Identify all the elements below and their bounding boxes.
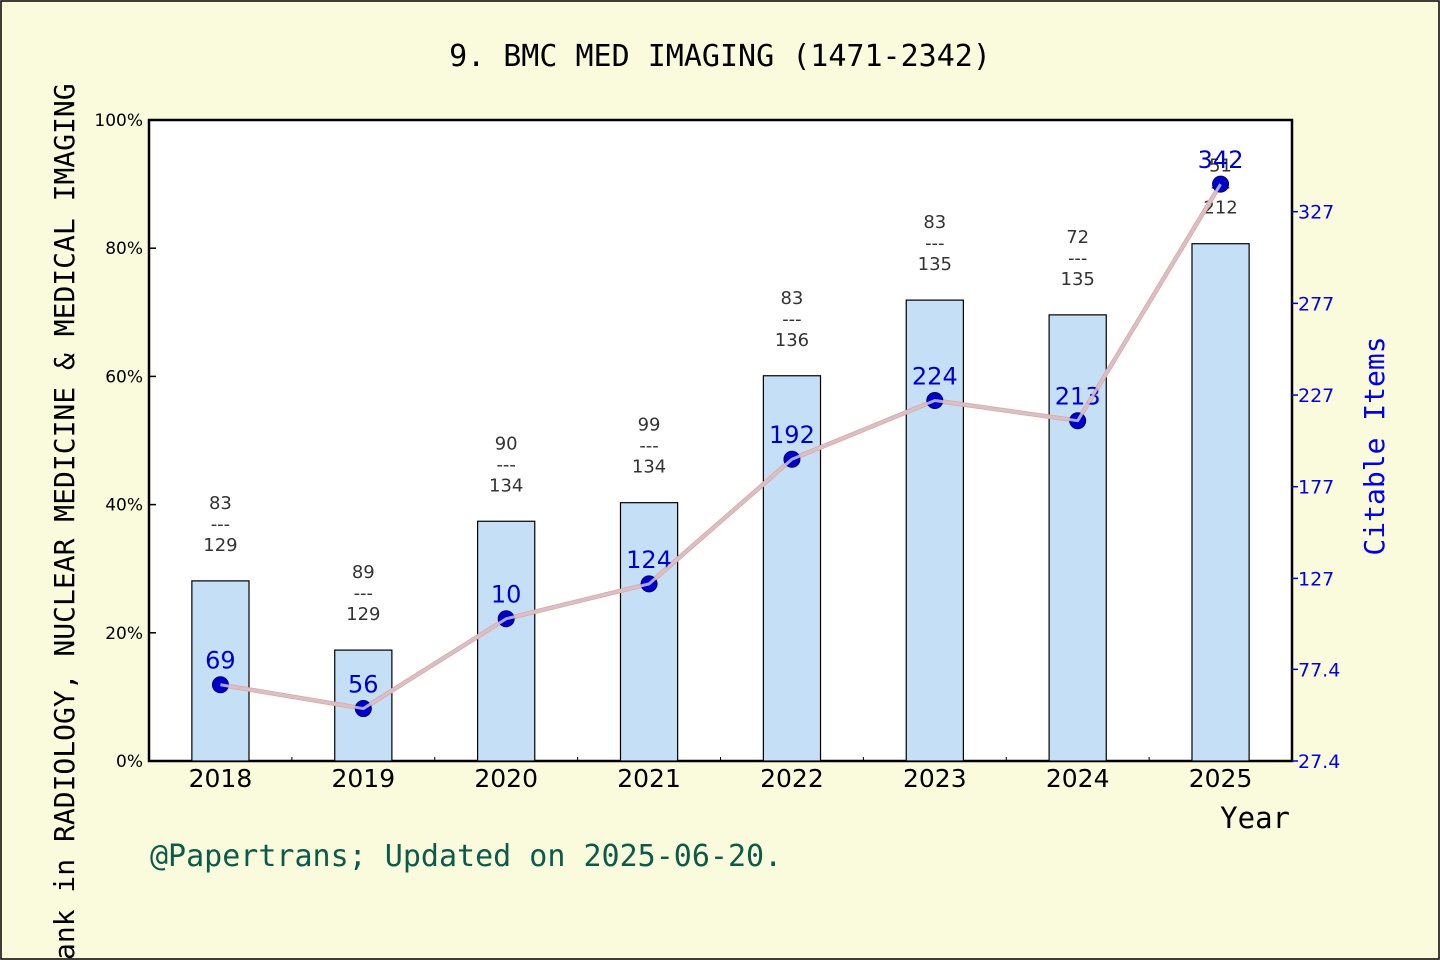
rank-numerator: 72 — [1066, 227, 1089, 248]
rank-numerator: 83 — [209, 493, 232, 514]
bar — [1191, 243, 1250, 762]
right-tick-label: 227 — [1298, 385, 1334, 407]
right-tick-label: 77.4 — [1298, 659, 1340, 681]
rank-denominator: 134 — [632, 457, 666, 478]
x-tick-label: 2019 — [332, 764, 396, 793]
left-tick-label: 40% — [105, 496, 143, 516]
x-tick-label: 2023 — [903, 764, 967, 793]
bar — [762, 375, 822, 762]
footer-credit: @Papertrans; Updated on 2025-06-20. — [150, 839, 782, 874]
right-tick-label: 277 — [1298, 293, 1334, 315]
rank-denominator: 134 — [489, 475, 523, 496]
rank-fraction-bar: --- — [1068, 248, 1088, 269]
chart-title: 9. BMC MED IMAGING (1471-2342) — [449, 39, 991, 74]
rank-numerator: 83 — [780, 288, 803, 309]
plot-area — [147, 118, 1294, 763]
citable-value-label: 342 — [1198, 146, 1244, 174]
rank-fraction-bar: --- — [354, 583, 374, 604]
x-tick-label: 2021 — [617, 764, 681, 793]
citable-value-label: 10 — [491, 581, 522, 609]
citable-value-label: 192 — [769, 421, 815, 449]
x-axis-label: Year — [1220, 801, 1290, 835]
right-axis: 27.4 77.4 127 177 227 277 327 — [1292, 202, 1340, 773]
rank-numerator: 83 — [923, 212, 946, 233]
rank-fraction-bar: --- — [639, 436, 659, 457]
bar — [477, 520, 536, 762]
rank-numerator: 99 — [638, 415, 661, 436]
rank-denominator: 135 — [1061, 269, 1095, 290]
rank-fraction-bar: --- — [925, 233, 945, 254]
rank-denominator: 136 — [775, 330, 809, 351]
x-axis: 2018 2019 2020 2021 2022 2023 2024 2025 — [189, 755, 1253, 793]
citable-value-label: 69 — [205, 647, 236, 675]
rank-numerator: 89 — [352, 562, 375, 583]
left-tick-label: 100% — [94, 111, 143, 131]
left-axis: 0% 20% 40% 60% 80% 100% — [94, 111, 156, 772]
rank-denominator: 129 — [203, 535, 237, 556]
left-tick-label: 20% — [105, 624, 143, 644]
citable-value-label: 56 — [348, 671, 379, 699]
left-tick-label: 60% — [105, 367, 143, 387]
rank-denominator: 135 — [918, 254, 952, 275]
rank-numerator: 51 — [1209, 156, 1232, 177]
rank-denominator: 212 — [1203, 198, 1237, 219]
rank-fraction-bar: --- — [782, 309, 802, 330]
citable-value-label: 224 — [912, 363, 958, 391]
rank-denominator: 129 — [346, 604, 380, 625]
x-tick-label: 2024 — [1046, 764, 1110, 793]
left-tick-label: 0% — [116, 752, 143, 772]
x-tick-label: 2018 — [189, 764, 253, 793]
right-tick-label: 127 — [1298, 568, 1334, 590]
rank-fraction-labels: 83---12989---12990---13499---13483---136… — [203, 156, 1237, 625]
y2-axis-label: Citable Items — [1358, 336, 1391, 555]
rank-fraction-bar: --- — [211, 514, 231, 535]
x-tick-label: 2022 — [760, 764, 824, 793]
right-tick-label: 327 — [1298, 202, 1334, 224]
right-tick-label: 27.4 — [1298, 751, 1340, 773]
bar — [619, 502, 679, 762]
left-tick-label: 80% — [105, 239, 143, 259]
rank-fraction-bar: --- — [496, 454, 516, 475]
rank-numerator: 90 — [495, 433, 518, 454]
bar — [905, 299, 964, 762]
x-tick-label: 2025 — [1189, 764, 1253, 793]
bar-series — [191, 243, 1250, 762]
x-tick-label: 2020 — [474, 764, 538, 793]
citable-line-overlay — [220, 183, 1222, 711]
bar — [191, 580, 250, 762]
y-axis-label: ank in RADIOLOGY, NUCLEAR MEDICINE & MED… — [48, 83, 81, 960]
right-tick-label: 177 — [1298, 477, 1334, 499]
